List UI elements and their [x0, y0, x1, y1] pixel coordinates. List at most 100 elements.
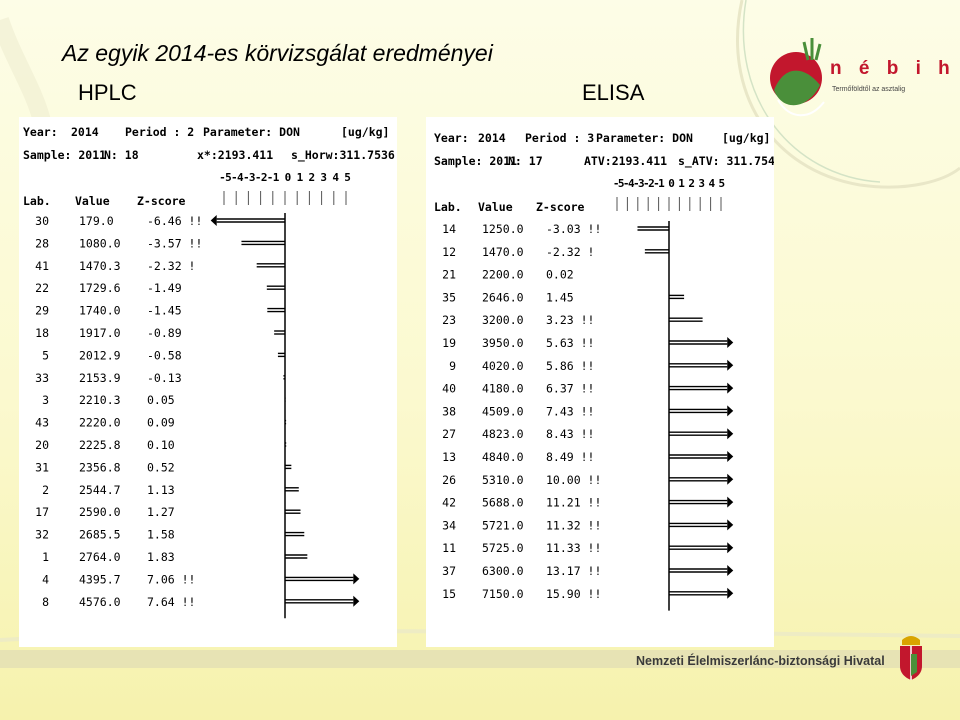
overflow-arrow — [353, 573, 360, 585]
row-value: 4020.0 — [482, 359, 524, 373]
assigned-value: x*:2193.411 — [197, 148, 273, 162]
row-value: 2685.5 — [79, 528, 121, 542]
row-zscore: 6.37 !! — [546, 382, 594, 396]
row-zscore: 5.86 !! — [546, 359, 594, 373]
overflow-arrow — [727, 542, 734, 554]
row-value: 2220.0 — [79, 416, 121, 430]
row-zscore: 7.06 !! — [147, 572, 195, 586]
row-zscore: -3.03 !! — [546, 222, 601, 236]
scale-labels: -5-4-3-2-1 0 1 2 3 4 5 — [219, 171, 351, 184]
row-lab: 22 — [35, 281, 49, 295]
row-zscore: 11.32 !! — [546, 518, 601, 532]
row-zscore: -2.32 ! — [546, 245, 594, 259]
sd-value: s_Horw:311.7536 — [291, 148, 395, 163]
row-value: 1470.0 — [482, 245, 524, 259]
row-lab: 14 — [442, 222, 456, 236]
sd-value: s_ATV: 311.754 — [678, 154, 774, 169]
row-lab: 2 — [42, 483, 49, 497]
overflow-arrow — [727, 405, 734, 417]
row-value: 4180.0 — [482, 382, 524, 396]
row-zscore: 13.17 !! — [546, 564, 601, 578]
hplc-zscore-chart: Year: 2014 Period : 2 Parameter: DON [ug/kg]… — [19, 117, 397, 647]
row-lab: 20 — [35, 438, 49, 452]
overflow-arrow — [210, 215, 217, 226]
period-label: Period : 2 — [125, 125, 194, 139]
n-label: N: 18 — [104, 148, 139, 162]
row-value: 5310.0 — [482, 473, 524, 487]
row-lab: 9 — [449, 359, 456, 373]
row-lab: 27 — [442, 427, 456, 441]
row-value: 1729.6 — [79, 281, 121, 295]
row-zscore: 1.27 — [147, 505, 175, 519]
row-value: 179.0 — [79, 214, 114, 228]
row-value: 7150.0 — [482, 587, 524, 601]
row-lab: 3 — [42, 393, 49, 407]
elisa-zscore-chart: Year: 2014 Period : 3 Parameter: DON [ug/kg]… — [426, 117, 774, 647]
logo-wheat — [802, 38, 822, 61]
row-value: 1917.0 — [79, 326, 121, 340]
row-zscore: -1.49 — [147, 281, 182, 295]
row-lab: 42 — [442, 496, 456, 510]
row-zscore: 15.90 !! — [546, 587, 601, 601]
row-lab: 17 — [35, 505, 49, 519]
column-header-zscore: Z-score — [536, 200, 585, 214]
row-lab: 29 — [35, 304, 49, 318]
row-lab: 35 — [442, 290, 456, 304]
row-value: 1250.0 — [482, 222, 524, 236]
row-value: 2646.0 — [482, 290, 524, 304]
row-lab: 4 — [42, 572, 49, 586]
row-lab: 1 — [42, 550, 49, 564]
row-value: 5725.0 — [482, 541, 524, 555]
row-zscore: 7.64 !! — [147, 595, 195, 609]
row-lab: 38 — [442, 404, 456, 418]
year-value: 2014 — [478, 131, 506, 145]
row-zscore: -0.89 — [147, 326, 182, 340]
parameter-label: Parameter: DON — [596, 131, 693, 145]
row-lab: 34 — [442, 518, 456, 532]
row-lab: 8 — [42, 595, 49, 609]
column-header-value: Value — [478, 200, 513, 214]
row-zscore: 11.21 !! — [546, 496, 601, 510]
row-value: 1080.0 — [79, 236, 121, 250]
row-value: 1470.3 — [79, 259, 121, 273]
row-lab: 43 — [35, 416, 49, 430]
row-value: 2153.9 — [79, 371, 121, 385]
row-zscore: 1.58 — [147, 528, 175, 542]
row-lab: 19 — [442, 336, 456, 350]
row-zscore: 11.33 !! — [546, 541, 601, 555]
row-lab: 13 — [442, 450, 456, 464]
period-label: Period : 3 — [525, 131, 594, 145]
logo-tagline: Termőföldtől az asztalig — [832, 86, 906, 93]
row-value: 4840.0 — [482, 450, 524, 464]
overflow-arrow — [727, 519, 734, 531]
row-value: 5688.0 — [482, 496, 524, 510]
row-zscore: 3.23 !! — [546, 313, 594, 327]
slide-title: Az egyik 2014-es körvizsgálat eredményei — [62, 40, 493, 66]
row-value: 2200.0 — [482, 268, 524, 282]
row-value: 2210.3 — [79, 393, 121, 407]
row-lab: 18 — [35, 326, 49, 340]
row-value: 4509.0 — [482, 404, 524, 418]
row-lab: 11 — [442, 541, 456, 555]
row-zscore: 0.02 — [546, 268, 574, 282]
row-value: 6300.0 — [482, 564, 524, 578]
row-lab: 12 — [442, 245, 456, 259]
overflow-arrow — [727, 359, 734, 371]
row-lab: 37 — [442, 564, 456, 578]
overflow-arrow — [727, 428, 734, 440]
row-value: 3200.0 — [482, 313, 524, 327]
row-zscore: 1.83 — [147, 550, 175, 564]
row-lab: 28 — [35, 236, 49, 250]
hplc-heading: HPLC — [78, 80, 137, 105]
overflow-arrow — [727, 496, 734, 508]
elisa-chart-svg: Year: 2014 Period : 3 Parameter: DON [ug/kg]… — [434, 131, 774, 611]
hplc-chart-svg: Year: 2014 Period : 2 Parameter: DON [ug/kg]… — [23, 125, 395, 619]
footer-text: Nemzeti Élelmiszerlánc-biztonsági Hivata… — [636, 654, 885, 668]
unit-label: [ug/kg] — [341, 125, 389, 139]
overflow-arrow — [353, 595, 360, 607]
elisa-heading: ELISA — [582, 80, 645, 105]
overflow-arrow — [727, 382, 734, 394]
assigned-value: ATV:2193.411 — [584, 154, 667, 168]
row-zscore: -6.46 !! — [147, 214, 202, 228]
row-value: 4576.0 — [79, 595, 121, 609]
